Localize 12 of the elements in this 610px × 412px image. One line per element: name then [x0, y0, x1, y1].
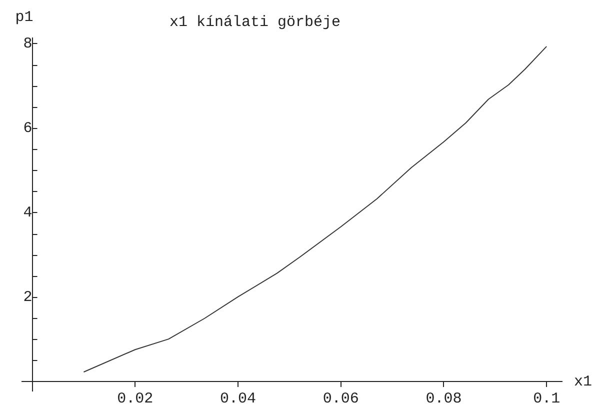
x-axis-title: x1 — [574, 373, 592, 390]
x-tick-label: 0.1 — [533, 390, 560, 408]
x-tick-label: 0.02 — [117, 390, 154, 408]
y-tick-label: 2 — [23, 288, 32, 306]
chart-title: x1 kínálati görbéje — [169, 14, 341, 31]
y-tick-label: 8 — [23, 35, 32, 52]
x-tick-label: 0.08 — [426, 390, 462, 408]
x-tick-label: 0.06 — [322, 390, 359, 408]
y-tick-label: 4 — [23, 204, 32, 222]
x-tick-label: 0.04 — [220, 390, 256, 408]
y-tick-label: 6 — [23, 120, 32, 137]
y-axis-title: p1 — [15, 8, 34, 26]
